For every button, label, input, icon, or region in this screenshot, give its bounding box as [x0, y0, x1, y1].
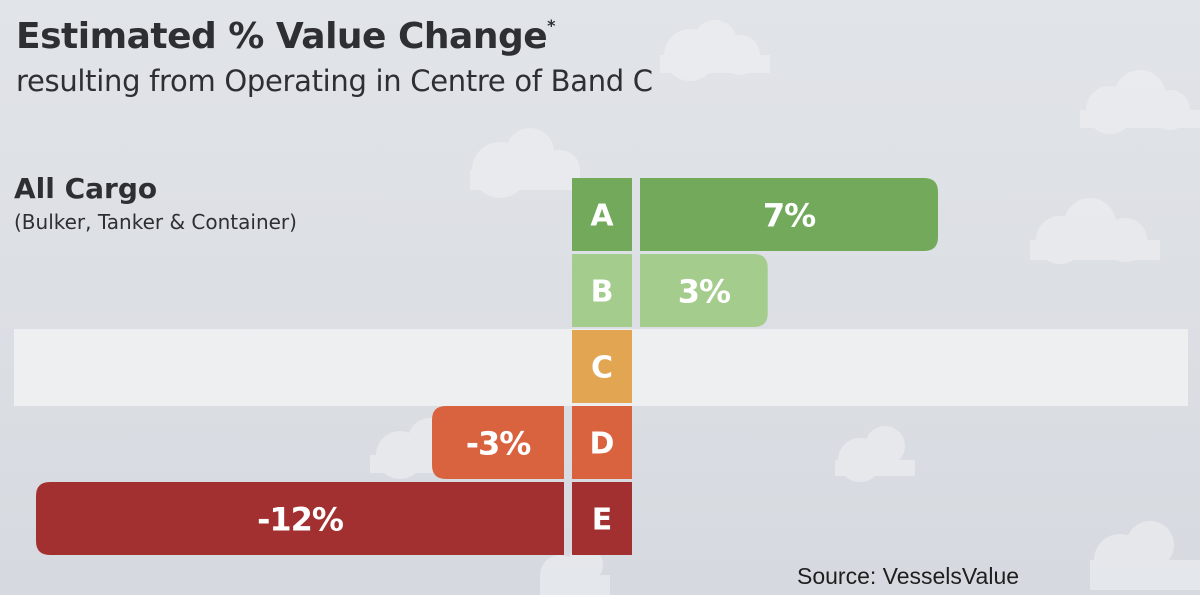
band-label-e: E: [592, 503, 613, 538]
value-bar-a: [640, 178, 938, 251]
title-footnote-marker: *: [547, 16, 556, 35]
band-tile-a: [572, 178, 632, 251]
band-tile-e: [572, 482, 632, 555]
value-bar-e: [36, 482, 564, 555]
value-bar-d: [432, 406, 564, 479]
value-bar-b: [640, 254, 768, 327]
band-tile-b: [572, 254, 632, 327]
source-credit: Source: VesselsValue: [797, 563, 1020, 589]
category-title: All Cargo: [14, 172, 158, 205]
value-label-b: 3%: [678, 273, 731, 311]
value-label-e: -12%: [257, 501, 344, 539]
chart-title: Estimated % Value Change*: [16, 16, 556, 57]
value-label-d: -3%: [466, 425, 532, 463]
category-subtitle: (Bulker, Tanker & Container): [14, 210, 297, 234]
band-tile-d: [572, 406, 632, 479]
band-label-d: D: [590, 427, 615, 462]
band-label-c: C: [591, 351, 613, 386]
chart-title-text: Estimated % Value Change: [16, 16, 548, 57]
value-label-a: 7%: [763, 197, 816, 235]
chart-subtitle: resulting from Operating in Centre of Ba…: [16, 64, 653, 98]
band-label-a: A: [590, 199, 614, 234]
band-label-b: B: [591, 275, 614, 310]
band-tile-c: [572, 330, 632, 403]
